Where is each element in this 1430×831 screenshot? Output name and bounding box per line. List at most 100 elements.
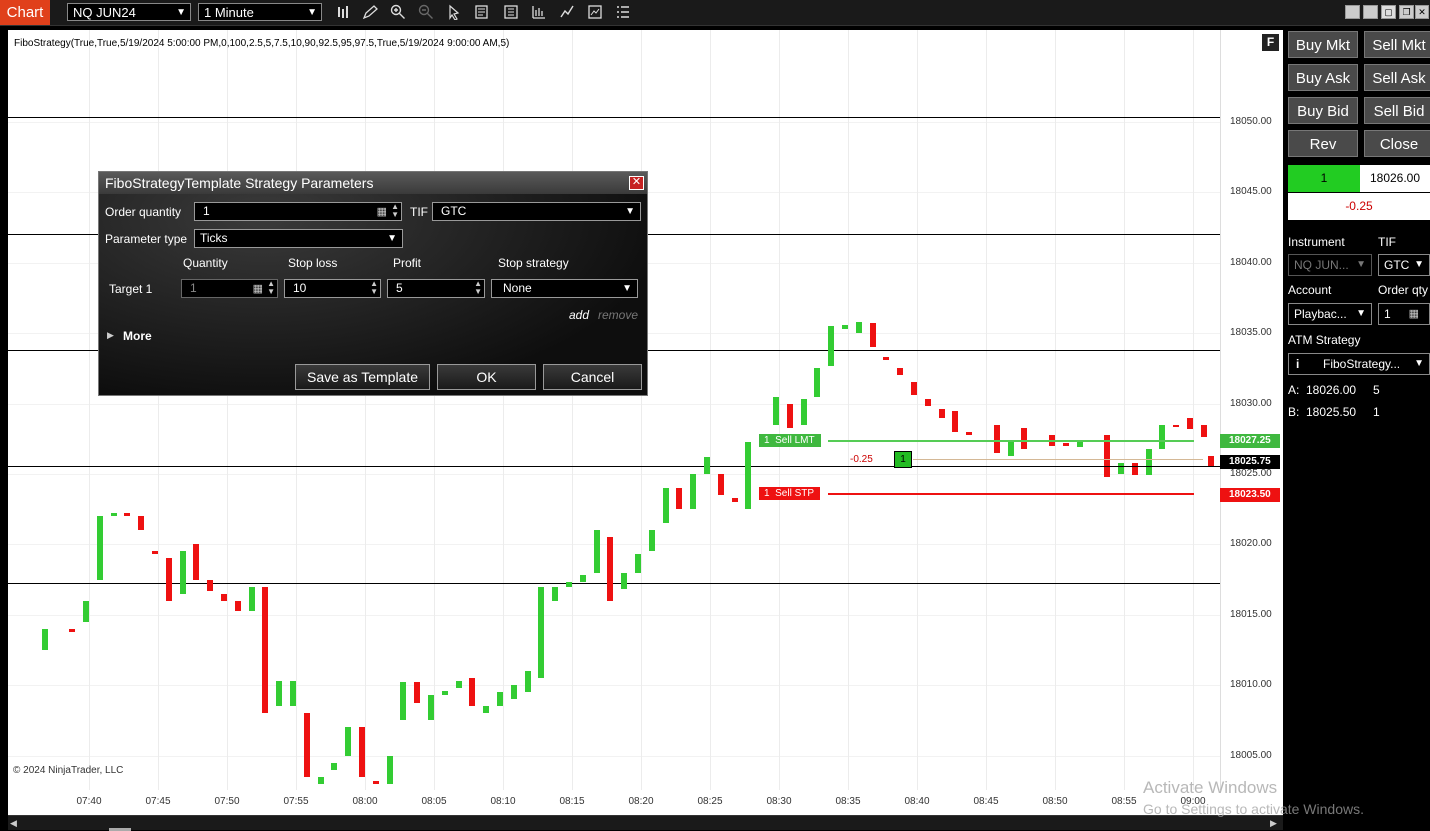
spinner-icon[interactable]: ▲ ▼ bbox=[267, 279, 275, 296]
activate-windows-title: Activate Windows bbox=[1143, 778, 1278, 797]
properties-icon[interactable] bbox=[503, 4, 519, 20]
price-tick-label: 18015.00 bbox=[1230, 608, 1272, 620]
ask-price: 18026.00 bbox=[1306, 383, 1357, 397]
f-button[interactable]: F bbox=[1262, 34, 1279, 51]
candlestick-bar bbox=[303, 713, 310, 777]
maximize-icon[interactable]: ▢ bbox=[1381, 5, 1396, 19]
target-1-label: Target 1 bbox=[109, 282, 153, 296]
horizontal-scrollbar[interactable]: ◀ ▶ bbox=[8, 815, 1283, 831]
stop-loss-field[interactable]: 10 ▲ ▼ bbox=[284, 279, 381, 298]
sell-market-button[interactable]: Sell Mkt bbox=[1364, 31, 1430, 58]
account-select[interactable]: Playbac... ▼ bbox=[1288, 303, 1372, 325]
order-quantity-field[interactable]: 1 ▦ ▲ ▼ bbox=[194, 202, 402, 221]
candlestick-bar bbox=[883, 357, 890, 360]
profit-field[interactable]: 5 ▲ ▼ bbox=[387, 279, 485, 298]
close-position-button[interactable]: Close bbox=[1364, 130, 1430, 157]
data-box-icon[interactable] bbox=[474, 4, 490, 20]
instrument-label: Instrument bbox=[1288, 235, 1345, 249]
candlestick-bar bbox=[221, 593, 227, 601]
buy-ask-button[interactable]: Buy Ask bbox=[1288, 64, 1358, 91]
zoom-in-icon[interactable] bbox=[390, 4, 406, 20]
calculator-icon[interactable]: ▦ bbox=[376, 206, 387, 218]
time-tick-label: 08:40 bbox=[904, 796, 930, 807]
close-window-icon[interactable]: ✕ bbox=[1415, 5, 1429, 19]
target-quantity-field[interactable]: 1 ▦ ▲ ▼ bbox=[181, 279, 278, 298]
dialog-title-bar[interactable]: FiboStrategyTemplate Strategy Parameters… bbox=[99, 172, 647, 194]
sell-ask-button[interactable]: Sell Ask bbox=[1364, 64, 1430, 91]
quantity-column-header: Quantity bbox=[183, 256, 228, 270]
price-tick-label: 18005.00 bbox=[1230, 749, 1272, 761]
reverse-button[interactable]: Rev bbox=[1288, 130, 1358, 157]
order-qty-field[interactable]: 1 ▦ bbox=[1378, 303, 1430, 325]
more-toggle[interactable]: More bbox=[123, 329, 152, 343]
restore-down-icon[interactable]: ❐ bbox=[1399, 5, 1414, 19]
calculator-icon[interactable]: ▦ bbox=[1408, 308, 1419, 320]
instrument-selector[interactable]: NQ JUN24 ▼ bbox=[67, 3, 191, 21]
buy-bid-button[interactable]: Buy Bid bbox=[1288, 97, 1358, 124]
stop-order-tag[interactable]: 1 Sell STP bbox=[759, 487, 821, 500]
copyright-label: © 2024 NinjaTrader, LLC bbox=[13, 765, 124, 776]
spinner-icon[interactable]: ▲ ▼ bbox=[391, 202, 399, 219]
indicators-icon[interactable] bbox=[531, 4, 547, 20]
parameter-type-select[interactable]: Ticks ▼ bbox=[194, 229, 403, 248]
restore-icon[interactable] bbox=[1363, 5, 1378, 19]
vertical-gridline bbox=[434, 30, 435, 790]
drawing-tools-icon[interactable] bbox=[559, 4, 575, 20]
scroll-thumb[interactable] bbox=[109, 828, 131, 831]
candlestick-bar bbox=[138, 516, 145, 531]
target-order-line[interactable] bbox=[828, 440, 1194, 442]
strategies-icon[interactable] bbox=[587, 4, 603, 20]
chart-panel[interactable]: 1 Sell LMT 1 Sell STP -0.25 1 18027.25 1… bbox=[8, 30, 1283, 815]
candlestick-bar bbox=[855, 321, 862, 334]
candlestick-bar bbox=[1187, 417, 1193, 429]
stop-strategy-select[interactable]: None ▼ bbox=[491, 279, 638, 298]
chart-tab[interactable]: Chart bbox=[0, 0, 50, 25]
interval-selector[interactable]: 1 Minute ▼ bbox=[198, 3, 322, 21]
vertical-gridline bbox=[1193, 30, 1194, 790]
instrument-field[interactable]: NQ JUN... ▼ bbox=[1288, 254, 1372, 276]
dialog-tif-select[interactable]: GTC ▼ bbox=[432, 202, 641, 221]
target-order-tag[interactable]: 1 Sell LMT bbox=[759, 434, 821, 447]
buy-market-button[interactable]: Buy Mkt bbox=[1288, 31, 1358, 58]
candlestick-bar bbox=[262, 586, 269, 714]
close-icon[interactable]: ✕ bbox=[629, 176, 644, 190]
account-label: Account bbox=[1288, 283, 1332, 297]
calculator-icon[interactable]: ▦ bbox=[252, 283, 263, 295]
scroll-right-icon[interactable]: ▶ bbox=[1270, 818, 1277, 828]
remove-target-link[interactable]: remove bbox=[598, 308, 639, 322]
candlestick-bar bbox=[497, 692, 503, 707]
bar-type-icon[interactable] bbox=[336, 4, 352, 20]
dialog-title: FiboStrategyTemplate Strategy Parameters bbox=[105, 175, 374, 191]
expand-icon[interactable]: ▶ bbox=[107, 330, 114, 340]
candlestick-bar bbox=[1131, 462, 1138, 476]
cancel-button[interactable]: Cancel bbox=[543, 364, 642, 390]
spinner-icon[interactable]: ▲ ▼ bbox=[474, 279, 482, 296]
spinner-icon[interactable]: ▲ ▼ bbox=[370, 279, 378, 296]
pencil-icon[interactable] bbox=[362, 4, 378, 20]
info-icon[interactable]: i bbox=[1296, 357, 1300, 371]
parameter-type-label: Parameter type bbox=[105, 232, 188, 246]
scroll-left-icon[interactable]: ◀ bbox=[10, 818, 17, 828]
chevron-down-icon: ▼ bbox=[176, 7, 186, 18]
account-select-value: Playbac... bbox=[1294, 307, 1347, 321]
stop-strategy-value: None bbox=[503, 281, 532, 295]
stop-order-line[interactable] bbox=[828, 493, 1194, 495]
time-tick-label: 08:05 bbox=[421, 796, 447, 807]
candlestick-bar bbox=[165, 558, 172, 601]
vertical-gridline bbox=[89, 30, 90, 790]
cursor-icon[interactable] bbox=[446, 4, 462, 21]
save-as-template-button[interactable]: Save as Template bbox=[295, 364, 430, 390]
position-qty-badge[interactable]: 1 bbox=[894, 451, 912, 468]
price-tick-label: 18035.00 bbox=[1230, 327, 1272, 339]
minimize-icon[interactable] bbox=[1345, 5, 1360, 19]
zoom-out-icon[interactable] bbox=[418, 4, 434, 20]
menu-list-icon[interactable] bbox=[615, 4, 631, 20]
candlestick-bar bbox=[83, 600, 89, 622]
ok-button[interactable]: OK bbox=[437, 364, 536, 390]
interval-selector-value: 1 Minute bbox=[204, 5, 254, 20]
candlestick-bar bbox=[510, 685, 517, 700]
tif-select[interactable]: GTC ▼ bbox=[1378, 254, 1430, 276]
add-target-link[interactable]: add bbox=[569, 308, 590, 322]
atm-strategy-select[interactable]: i FiboStrategy... ▼ bbox=[1288, 353, 1430, 375]
sell-bid-button[interactable]: Sell Bid bbox=[1364, 97, 1430, 124]
